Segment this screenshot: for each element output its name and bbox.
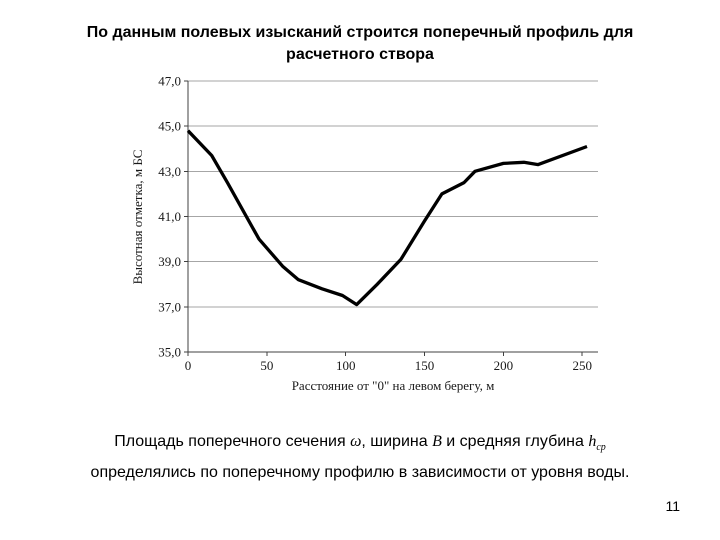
x-axis-title: Расстояние от "0" на левом берегу, м: [292, 378, 495, 393]
cross-profile-chart-svg: 35,0 37,0 39,0 41,0 43,0 45,0 47,0 0 50 100 150 200…: [130, 74, 598, 393]
omega-symbol: ω: [350, 433, 362, 450]
y-axis-title: Высотная отметка, м БС: [130, 150, 145, 285]
profile-line: [186, 129, 588, 307]
x-tick-label: 100: [336, 358, 356, 373]
y-tick-label: 37,0: [158, 299, 181, 314]
x-tick-label: 150: [415, 358, 435, 373]
y-tick-label: 45,0: [158, 119, 181, 134]
body-line-2: определялись по поперечному профилю в за…: [90, 464, 630, 482]
body-line-1-text-a: Площадь поперечного сечения: [114, 433, 351, 450]
body-line-1: Площадь поперечного сечения ω, ширина В …: [0, 429, 720, 460]
depth-subscript: ср: [596, 442, 606, 454]
x-tick-label: 50: [260, 358, 273, 373]
x-tick-label: 200: [494, 358, 514, 373]
x-tick-label: 0: [185, 358, 192, 373]
body-line-1-text-c: и средняя глубина: [441, 433, 589, 450]
width-symbol: В: [432, 433, 442, 450]
depth-symbol: h: [588, 433, 597, 450]
y-tick-label: 41,0: [158, 209, 181, 224]
y-tick-label: 35,0: [158, 345, 181, 360]
cross-profile-chart: 35,0 37,0 39,0 41,0 43,0 45,0 47,0 0 50 100 150 200…: [130, 72, 600, 402]
x-tick-label: 250: [572, 358, 592, 373]
y-tick-label: 39,0: [158, 254, 181, 269]
body-line-1-text-b: , ширина: [361, 433, 433, 450]
body-paragraph: Площадь поперечного сечения ω, ширина В …: [0, 429, 720, 485]
slide-title: По данным полевых изысканий строится поп…: [86, 24, 634, 63]
y-tick-label: 47,0: [158, 74, 181, 89]
y-tick-label: 43,0: [158, 164, 181, 179]
page-number: 11: [665, 498, 680, 514]
